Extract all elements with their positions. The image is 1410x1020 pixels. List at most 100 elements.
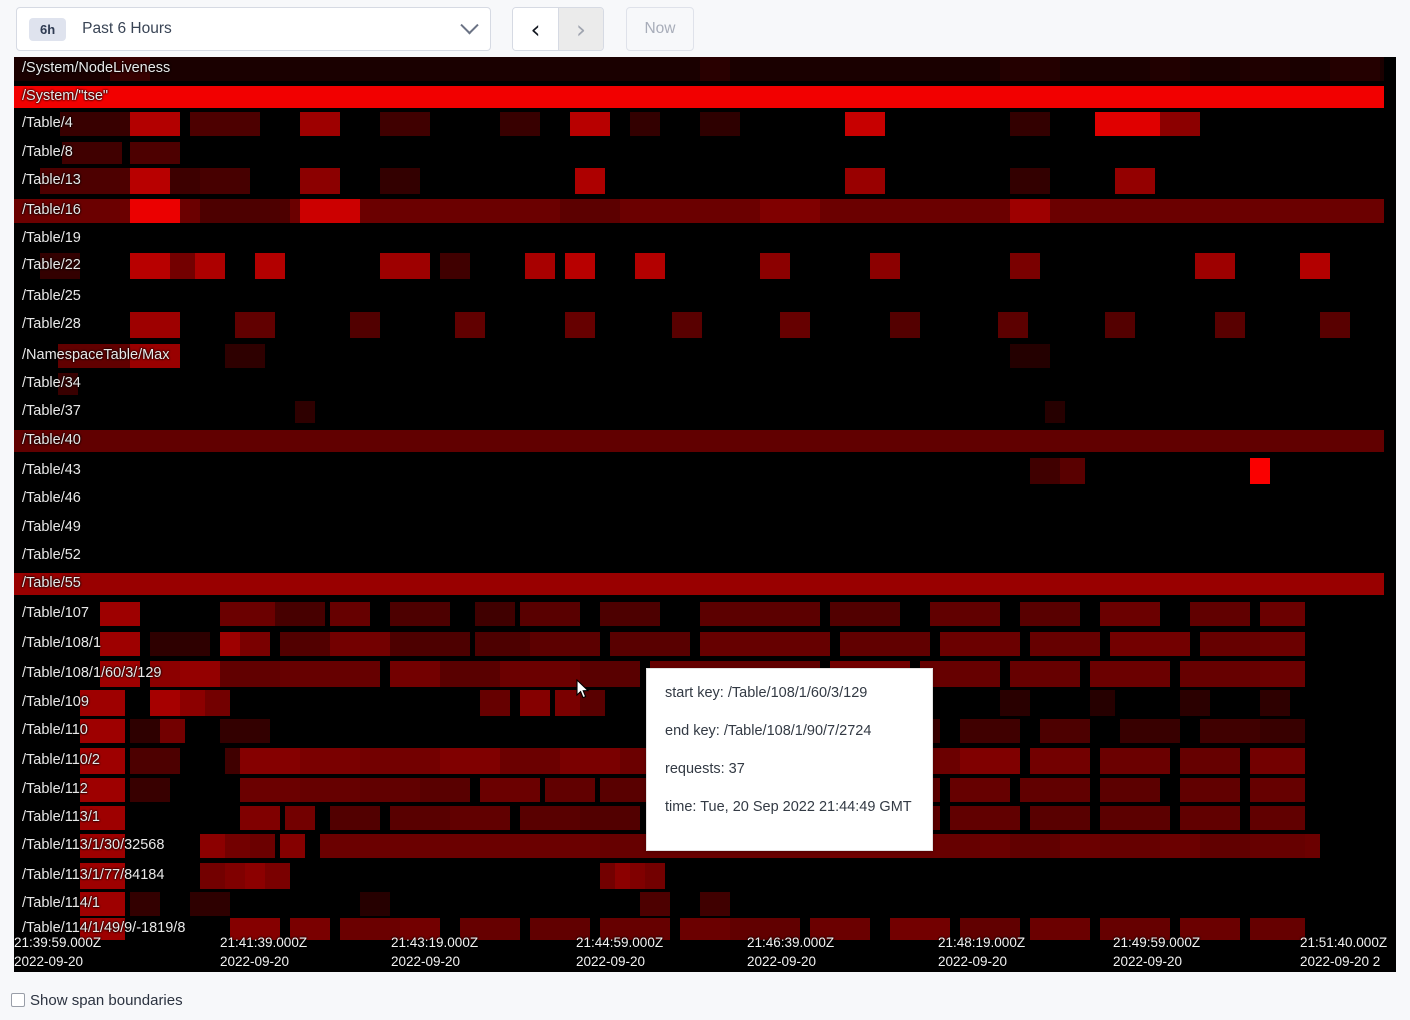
heatmap-cell[interactable] bbox=[80, 834, 125, 858]
heatmap-cell[interactable] bbox=[58, 344, 138, 368]
heatmap-cell[interactable] bbox=[1180, 806, 1240, 830]
heatmap-cell[interactable] bbox=[480, 778, 540, 802]
heatmap-cell[interactable] bbox=[14, 86, 1384, 108]
prev-period-button[interactable]: ‹ bbox=[513, 8, 558, 50]
heatmap-cell[interactable] bbox=[730, 918, 800, 940]
heatmap-cell[interactable] bbox=[1010, 834, 1060, 858]
heatmap-cell[interactable] bbox=[225, 344, 265, 368]
heatmap-cell[interactable] bbox=[80, 918, 125, 940]
heatmap-cell[interactable] bbox=[500, 748, 560, 774]
heatmap-cell[interactable] bbox=[1250, 834, 1305, 858]
heatmap-cell[interactable] bbox=[890, 918, 950, 940]
heatmap-cell[interactable] bbox=[530, 918, 590, 940]
heatmap-cell[interactable] bbox=[235, 312, 275, 338]
heatmap-cell[interactable] bbox=[440, 748, 500, 774]
heatmap-cell[interactable] bbox=[555, 690, 580, 716]
heatmap-cell[interactable] bbox=[1180, 918, 1240, 940]
heatmap-cell[interactable] bbox=[520, 602, 580, 626]
heatmap-cell[interactable] bbox=[640, 892, 670, 916]
heatmap-cell[interactable] bbox=[440, 661, 500, 687]
heatmap-cell[interactable] bbox=[1100, 778, 1160, 802]
heatmap-cell[interactable] bbox=[1330, 57, 1380, 81]
heatmap-cell[interactable] bbox=[1110, 632, 1190, 656]
heatmap-cell[interactable] bbox=[500, 112, 540, 136]
heatmap-cell[interactable] bbox=[760, 253, 790, 279]
heatmap-cell[interactable] bbox=[150, 632, 210, 656]
heatmap-cell[interactable] bbox=[1030, 632, 1100, 656]
heatmap-cell[interactable] bbox=[580, 661, 640, 687]
heatmap-cell[interactable] bbox=[1000, 57, 1060, 81]
heatmap-cell[interactable] bbox=[100, 602, 140, 626]
heatmap-cell[interactable] bbox=[350, 312, 380, 338]
heatmap-cell[interactable] bbox=[1190, 602, 1250, 626]
heatmap-cell[interactable] bbox=[1180, 748, 1240, 774]
heatmap-cell[interactable] bbox=[100, 661, 140, 687]
heatmap-cell[interactable] bbox=[80, 719, 125, 743]
heatmap-cell[interactable] bbox=[130, 778, 170, 802]
heatmap-cell[interactable] bbox=[1045, 401, 1065, 423]
heatmap-cell[interactable] bbox=[1100, 834, 1160, 858]
heatmap-cell[interactable] bbox=[1010, 199, 1050, 223]
heatmap-cell[interactable] bbox=[60, 112, 130, 136]
heatmap-cell[interactable] bbox=[280, 834, 305, 858]
heatmap-cell[interactable] bbox=[1260, 719, 1305, 743]
heatmap-cell[interactable] bbox=[1010, 168, 1050, 194]
heatmap-cell[interactable] bbox=[380, 168, 420, 194]
heatmap-cell[interactable] bbox=[220, 602, 280, 626]
heatmap-cell[interactable] bbox=[230, 918, 280, 940]
heatmap-cell[interactable] bbox=[1115, 168, 1155, 194]
heatmap-cell[interactable] bbox=[1120, 719, 1180, 743]
heatmap-cell[interactable] bbox=[180, 661, 220, 687]
heatmap-cell[interactable] bbox=[700, 57, 730, 81]
heatmap-cell[interactable] bbox=[300, 778, 360, 802]
heatmap-cell[interactable] bbox=[1260, 632, 1305, 656]
heatmap-cell[interactable] bbox=[80, 806, 125, 830]
heatmap-cell[interactable] bbox=[300, 168, 340, 194]
heatmap-cell[interactable] bbox=[40, 168, 130, 194]
heatmap-cell[interactable] bbox=[960, 719, 1020, 743]
heatmap-cell[interactable] bbox=[870, 253, 900, 279]
heatmap-cell[interactable] bbox=[600, 602, 660, 626]
heatmap-cell[interactable] bbox=[40, 253, 80, 279]
heatmap-cell[interactable] bbox=[810, 918, 870, 940]
heatmap-cell[interactable] bbox=[80, 778, 125, 802]
heatmap-cell[interactable] bbox=[390, 806, 450, 830]
heatmap-cell[interactable] bbox=[760, 199, 820, 223]
heatmap-cell[interactable] bbox=[1260, 661, 1305, 687]
heatmap-cell[interactable] bbox=[520, 806, 580, 830]
heatmap-cell[interactable] bbox=[560, 199, 620, 223]
heatmap-cell[interactable] bbox=[700, 632, 830, 656]
heatmap-cell[interactable] bbox=[80, 892, 125, 916]
heatmap-cell[interactable] bbox=[265, 863, 290, 889]
heatmap-cell[interactable] bbox=[130, 253, 170, 279]
heatmap-cell[interactable] bbox=[340, 918, 400, 940]
heatmap-cell[interactable] bbox=[285, 806, 315, 830]
heatmap-cell[interactable] bbox=[575, 168, 605, 194]
heatmap-cell[interactable] bbox=[890, 312, 920, 338]
heatmap-cell[interactable] bbox=[1020, 602, 1080, 626]
heatmap-cell[interactable] bbox=[1250, 918, 1305, 940]
heatmap-cell[interactable] bbox=[530, 632, 600, 656]
heatmap-cell[interactable] bbox=[330, 661, 380, 687]
heatmap-cell[interactable] bbox=[255, 253, 285, 279]
heatmap-cell[interactable] bbox=[240, 806, 280, 830]
heatmap-cell[interactable] bbox=[250, 834, 275, 858]
heatmap-cell[interactable] bbox=[1010, 661, 1080, 687]
chevron-down-icon[interactable] bbox=[460, 15, 479, 34]
heatmap-cell[interactable] bbox=[460, 918, 520, 940]
heatmap-cell[interactable] bbox=[580, 806, 640, 830]
heatmap-cell[interactable] bbox=[1250, 778, 1305, 802]
heatmap-cell[interactable] bbox=[1195, 253, 1235, 279]
heatmap-cell[interactable] bbox=[475, 632, 535, 656]
heatmap-cell[interactable] bbox=[1100, 602, 1160, 626]
heatmap-cell[interactable] bbox=[1100, 748, 1170, 774]
heatmap-cell[interactable] bbox=[455, 312, 485, 338]
heatmap-cell[interactable] bbox=[475, 602, 515, 626]
heatmap-cell[interactable] bbox=[1095, 112, 1165, 136]
heatmap-cell[interactable] bbox=[80, 690, 125, 716]
heatmap-cell[interactable] bbox=[150, 690, 185, 716]
heatmap-cell[interactable] bbox=[1040, 719, 1090, 743]
heatmap-cell[interactable] bbox=[1250, 748, 1305, 774]
heatmap-cell[interactable] bbox=[700, 602, 820, 626]
heatmap-cell[interactable] bbox=[100, 632, 140, 656]
